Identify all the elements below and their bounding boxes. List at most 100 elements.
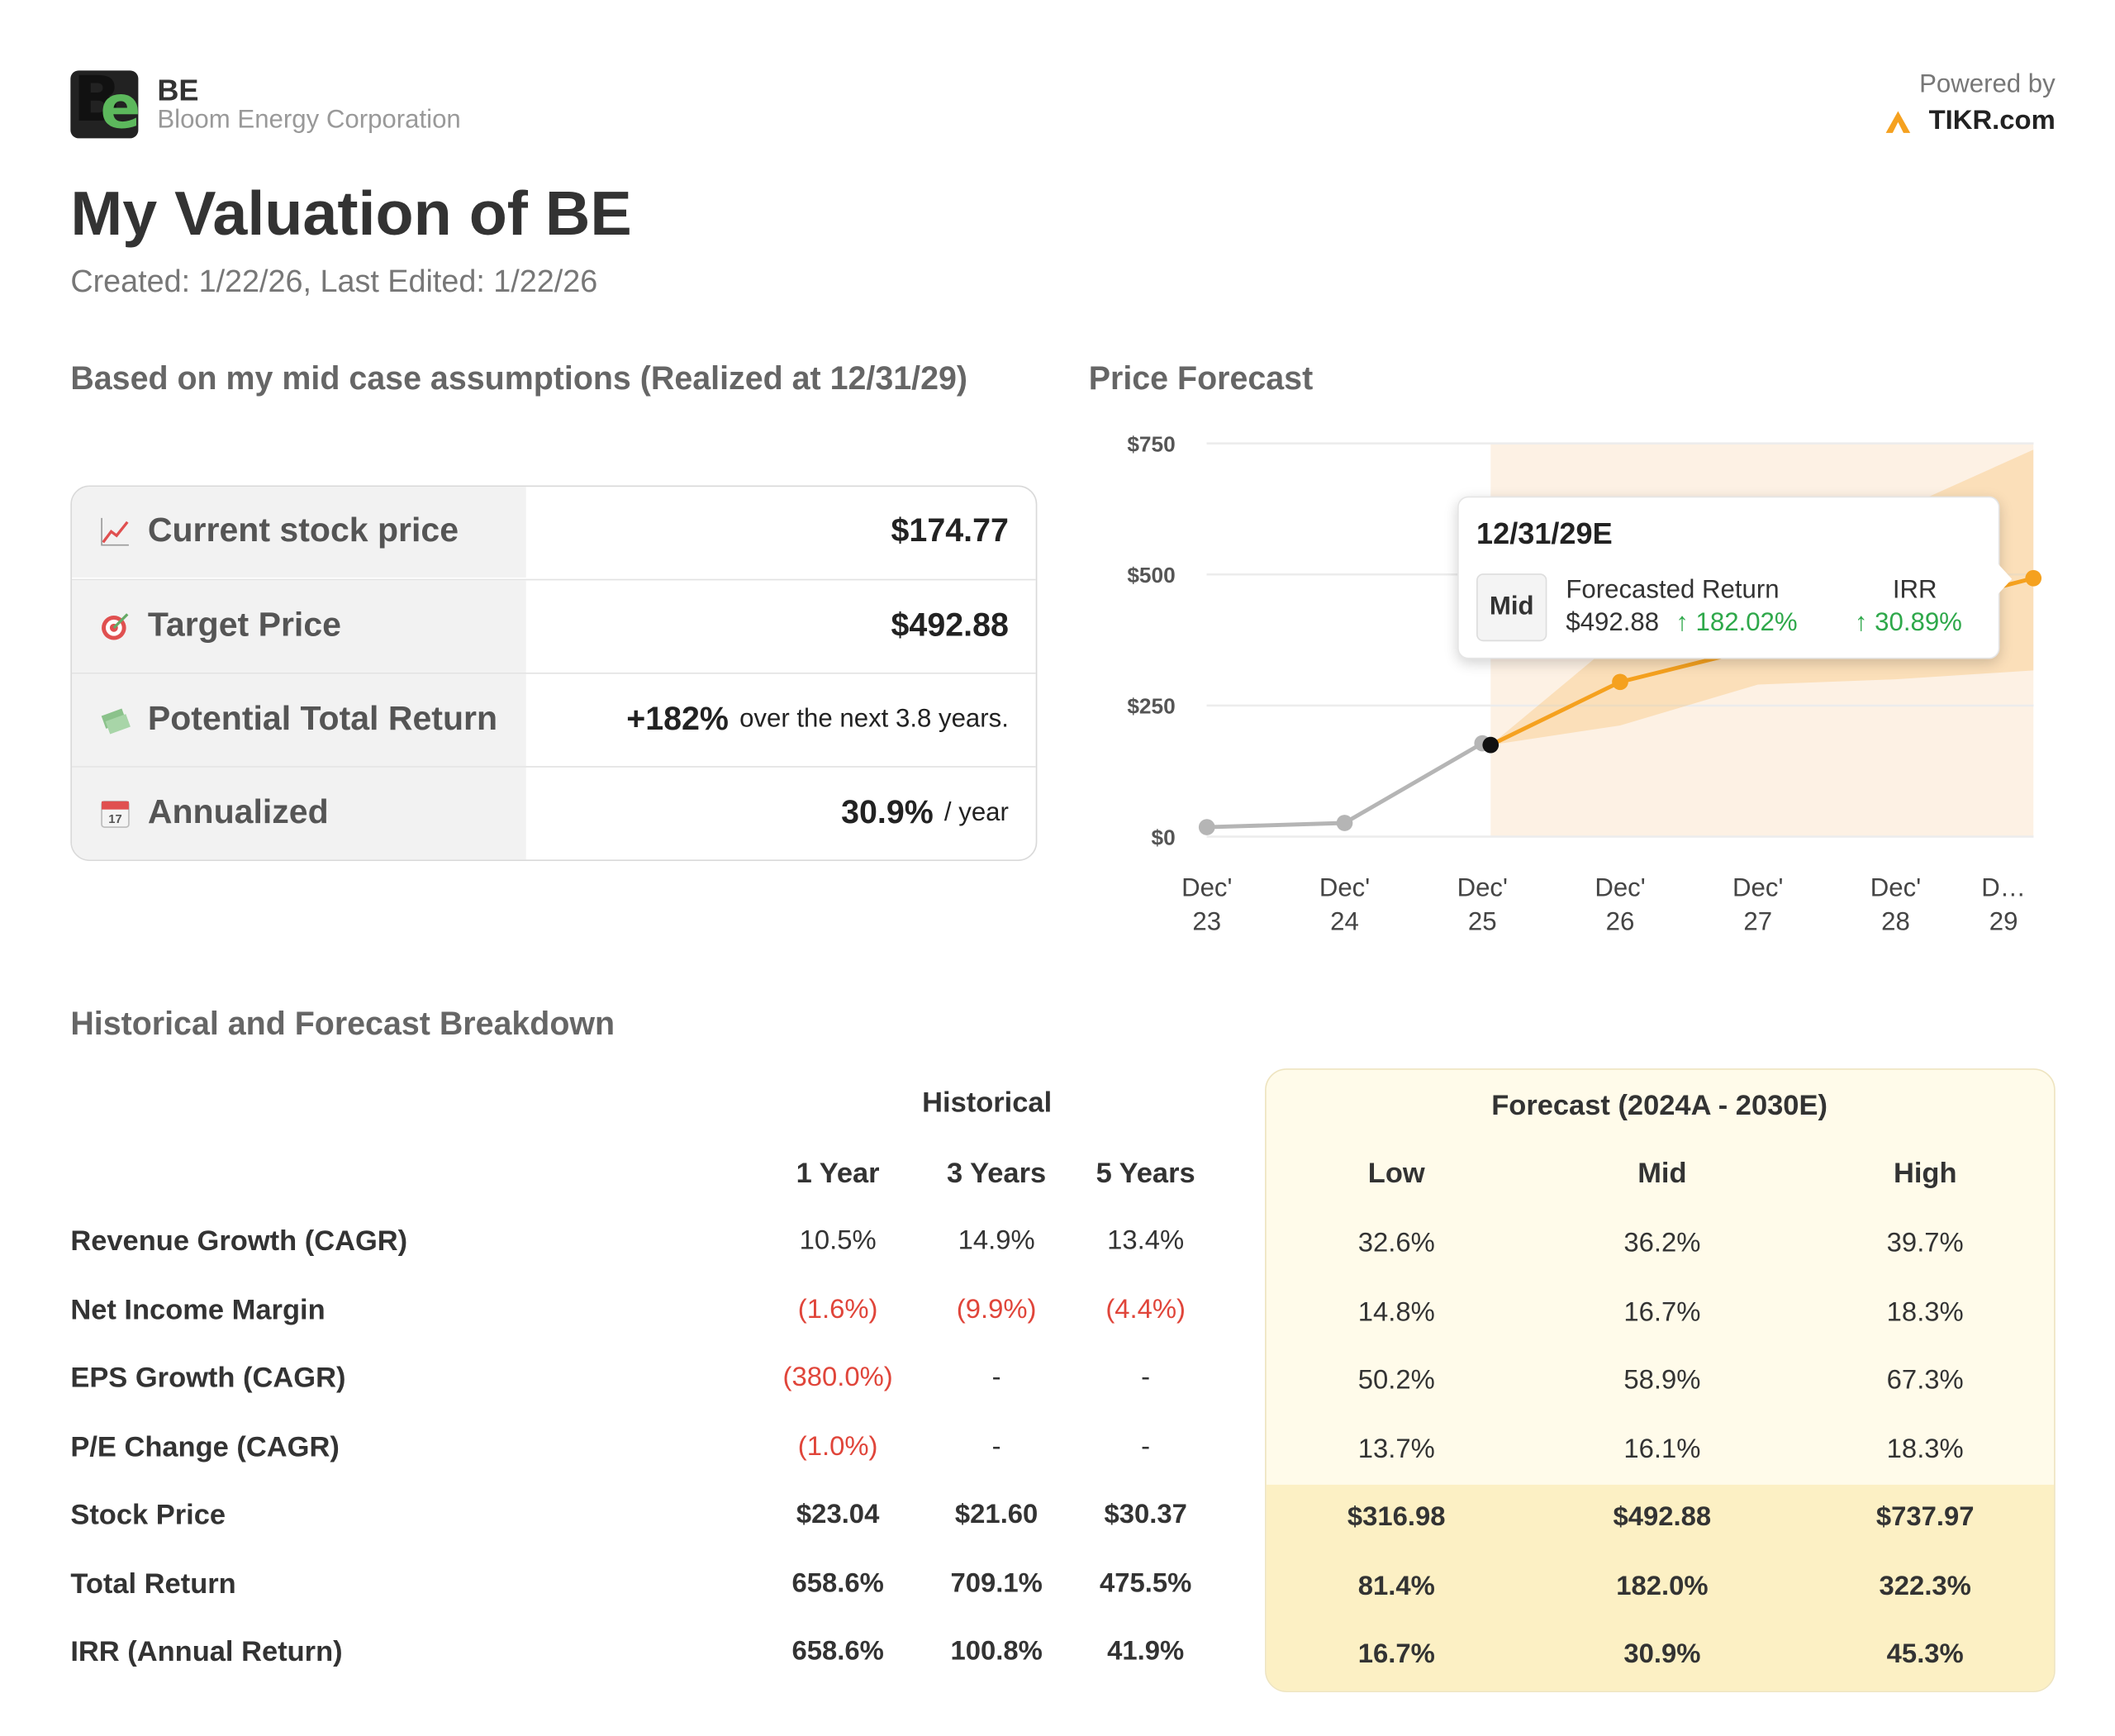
table-cell: - — [1141, 1363, 1151, 1393]
table-cell: $492.88 — [1613, 1502, 1712, 1533]
table-cell: 32.6% — [1357, 1228, 1435, 1258]
table-cell: 16.7% — [1623, 1296, 1701, 1327]
summary-label: Potential Total Return — [147, 699, 498, 738]
table-cell: 100.8% — [950, 1636, 1043, 1667]
summary-label: Target Price — [147, 606, 341, 644]
summary-note: over the next 3.8 years. — [739, 704, 1009, 733]
ticker: BE — [157, 73, 199, 107]
series-line — [1206, 741, 1484, 830]
breakdown-heading: Historical and Forecast Breakdown — [70, 1006, 615, 1043]
tooltip: 12/31/29E Mid Forecasted Return $492.88 … — [1457, 496, 2013, 659]
table-cell: 475.5% — [1099, 1567, 1192, 1598]
summary-heading: Based on my mid case assumptions (Realiz… — [70, 360, 968, 397]
tooltip-pointer — [1997, 563, 2013, 596]
table-cell: 39.7% — [1886, 1228, 1964, 1258]
x-tick-label: Dec' 24 — [1319, 873, 1370, 936]
table-cell: (1.6%) — [797, 1294, 878, 1325]
table-cell: 41.9% — [1107, 1636, 1185, 1667]
tooltip-date: 12/31/29E — [1476, 516, 1613, 551]
summary-label-cell: Current stock price — [71, 487, 526, 578]
x-tick-label: Dec' 28 — [1870, 873, 1921, 936]
summary-table: Current stock price $174.77 Target Price $4… — [70, 485, 1038, 862]
tooltip-return-label: Forecasted Return — [1566, 576, 1780, 605]
table-cell: 16.1% — [1623, 1434, 1701, 1464]
table-cell: 81.4% — [1357, 1571, 1435, 1601]
forecast-header: Forecast (2024A - 2030E) — [1491, 1090, 1827, 1122]
table-cell: $316.98 — [1347, 1502, 1446, 1533]
table-cell: (4.4%) — [1105, 1294, 1186, 1325]
x-tick-label: Dec' 25 — [1457, 873, 1508, 936]
table-cell: 10.5% — [799, 1225, 877, 1256]
row-label: Net Income Margin — [70, 1294, 326, 1326]
table-cell: - — [1141, 1431, 1151, 1462]
summary-label-cell: Potential Total Return — [71, 673, 526, 766]
table-cell: 14.8% — [1357, 1296, 1435, 1327]
table-cell: 50.2% — [1357, 1365, 1435, 1396]
brand: TIKR.com — [1928, 105, 2056, 136]
row-icon — [102, 612, 129, 640]
table-cell: 16.7% — [1357, 1638, 1435, 1670]
table-cell: $737.97 — [1875, 1502, 1975, 1533]
row-icon — [101, 517, 129, 545]
table-cell: 709.1% — [950, 1567, 1043, 1598]
y-tick-label: $250 — [1127, 694, 1175, 719]
data-point — [1198, 819, 1215, 835]
summary-value: +182% — [626, 700, 729, 737]
table-cell: 14.9% — [958, 1225, 1035, 1256]
summary-note: / year — [943, 797, 1009, 827]
x-tick-label: Dec' 27 — [1732, 873, 1783, 936]
table-cell: 182.0% — [1616, 1571, 1709, 1601]
table-cell: $23.04 — [796, 1499, 880, 1530]
table-cell: (9.9%) — [956, 1294, 1037, 1325]
chart: $0 $250 $500 $750 Dec' 23 Dec' 24 Dec' 25 Dec' 26 De… — [1127, 431, 2042, 936]
summary-label: Current stock price — [147, 511, 459, 549]
forecast-panel — [1265, 1068, 2056, 1692]
data-point — [1482, 736, 1500, 754]
y-tick-label: $750 — [1127, 431, 1175, 456]
column-header: 3 Years — [947, 1158, 1047, 1190]
summary-label: Annualized — [147, 792, 329, 831]
summary-value-cell: 30.9% / year — [841, 767, 1009, 859]
x-tick-label: D… 29 — [1981, 873, 2026, 936]
column-header: 5 Years — [1096, 1158, 1195, 1190]
tikr-icon — [1885, 111, 1911, 133]
table-cell: 58.9% — [1623, 1365, 1701, 1396]
table-cell: 36.2% — [1623, 1228, 1701, 1258]
data-point — [2025, 569, 2042, 587]
column-header: Mid — [1637, 1158, 1687, 1190]
x-tick-label: Dec' 23 — [1181, 873, 1232, 936]
historical-header: Historical — [922, 1087, 1053, 1119]
x-tick-label: Dec' 26 — [1595, 873, 1645, 936]
column-header: 1 Year — [796, 1158, 880, 1190]
dates: Created: 1/22/26, Last Edited: 1/22/26 — [70, 263, 598, 299]
row-label: Revenue Growth (CAGR) — [70, 1225, 408, 1258]
table-cell: 18.3% — [1886, 1296, 1964, 1327]
summary-value: $174.77 — [891, 511, 1009, 549]
summary-row: Current stock price $174.77 — [71, 487, 1036, 578]
summary-value-cell: $492.88 — [891, 580, 1009, 673]
row-label: Total Return — [70, 1567, 236, 1600]
column-header: Low — [1367, 1158, 1425, 1190]
company: Bloom Energy Corporation — [157, 105, 461, 135]
table-cell: (380.0%) — [782, 1363, 893, 1393]
summary-row: Target Price $492.88 — [71, 578, 1036, 673]
summary-value-cell: $174.77 — [891, 487, 1009, 577]
table-cell: 30.9% — [1623, 1638, 1701, 1670]
powered-by: Powered by — [1919, 70, 2056, 99]
table-cell: 45.3% — [1886, 1638, 1964, 1670]
data-point — [1336, 815, 1353, 831]
summary-value: $492.88 — [891, 606, 1009, 644]
table-cell: (1.0%) — [797, 1431, 878, 1462]
table-cell: 658.6% — [791, 1636, 884, 1667]
tooltip-irr-label: IRR — [1892, 576, 1937, 605]
table-cell: 658.6% — [791, 1567, 884, 1598]
table-cell: 13.4% — [1107, 1225, 1185, 1256]
row-icon — [101, 707, 131, 734]
row-label: P/E Change (CAGR) — [70, 1431, 340, 1463]
y-tick-label: $500 — [1127, 563, 1175, 587]
page-title: My Valuation of BE — [70, 177, 632, 249]
summary-row: 17 Annualized 30.9% / year — [71, 765, 1036, 859]
summary-label-cell: 17 Annualized — [71, 766, 526, 859]
logo: B e — [70, 70, 139, 139]
